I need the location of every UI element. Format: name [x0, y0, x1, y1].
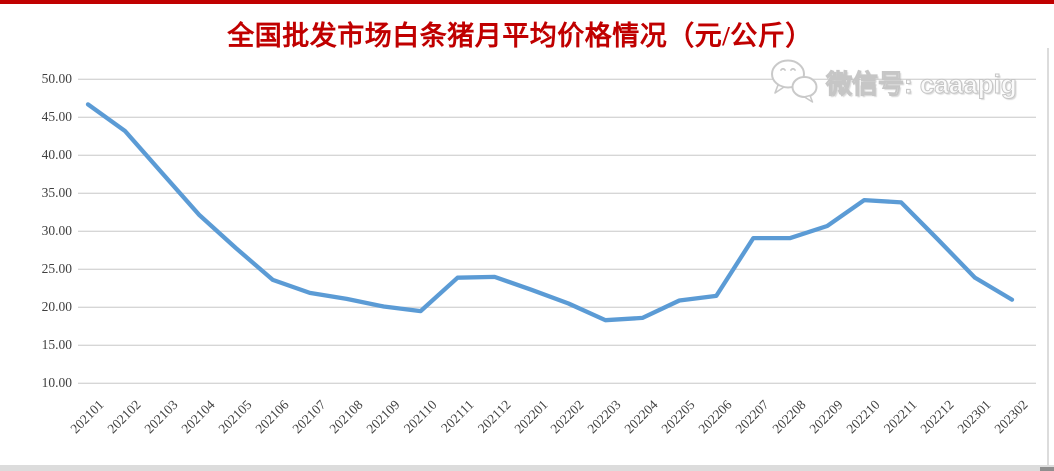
- wechat-icon: [771, 59, 818, 103]
- y-axis-tick-label: 30.00: [41, 223, 72, 239]
- chart-title: 全国批发市场白条猪月平均价格情况（元/公斤）: [227, 21, 813, 51]
- price-series-line: [85, 102, 1015, 323]
- gridlines: [78, 78, 1036, 384]
- bottom-border: [0, 465, 1054, 471]
- y-axis-tick-label: 45.00: [41, 109, 72, 125]
- right-border: [1047, 48, 1049, 471]
- y-axis-tick-label: 15.00: [41, 337, 72, 353]
- watermark: 微信号: caaapig: [768, 56, 1048, 108]
- y-axis-tick-label: 20.00: [41, 299, 72, 315]
- y-axis-tick-label: 10.00: [41, 375, 72, 391]
- y-axis-tick-label: 35.00: [41, 185, 72, 201]
- y-axis-tick-label: 25.00: [41, 261, 72, 277]
- top-accent-bar: [0, 0, 1054, 4]
- watermark-text: 微信号: caaapig: [826, 68, 1018, 99]
- bottom-right-corner-mark: [1040, 467, 1054, 471]
- y-axis-tick-label: 40.00: [41, 147, 72, 163]
- y-axis-tick-label: 50.00: [41, 71, 72, 87]
